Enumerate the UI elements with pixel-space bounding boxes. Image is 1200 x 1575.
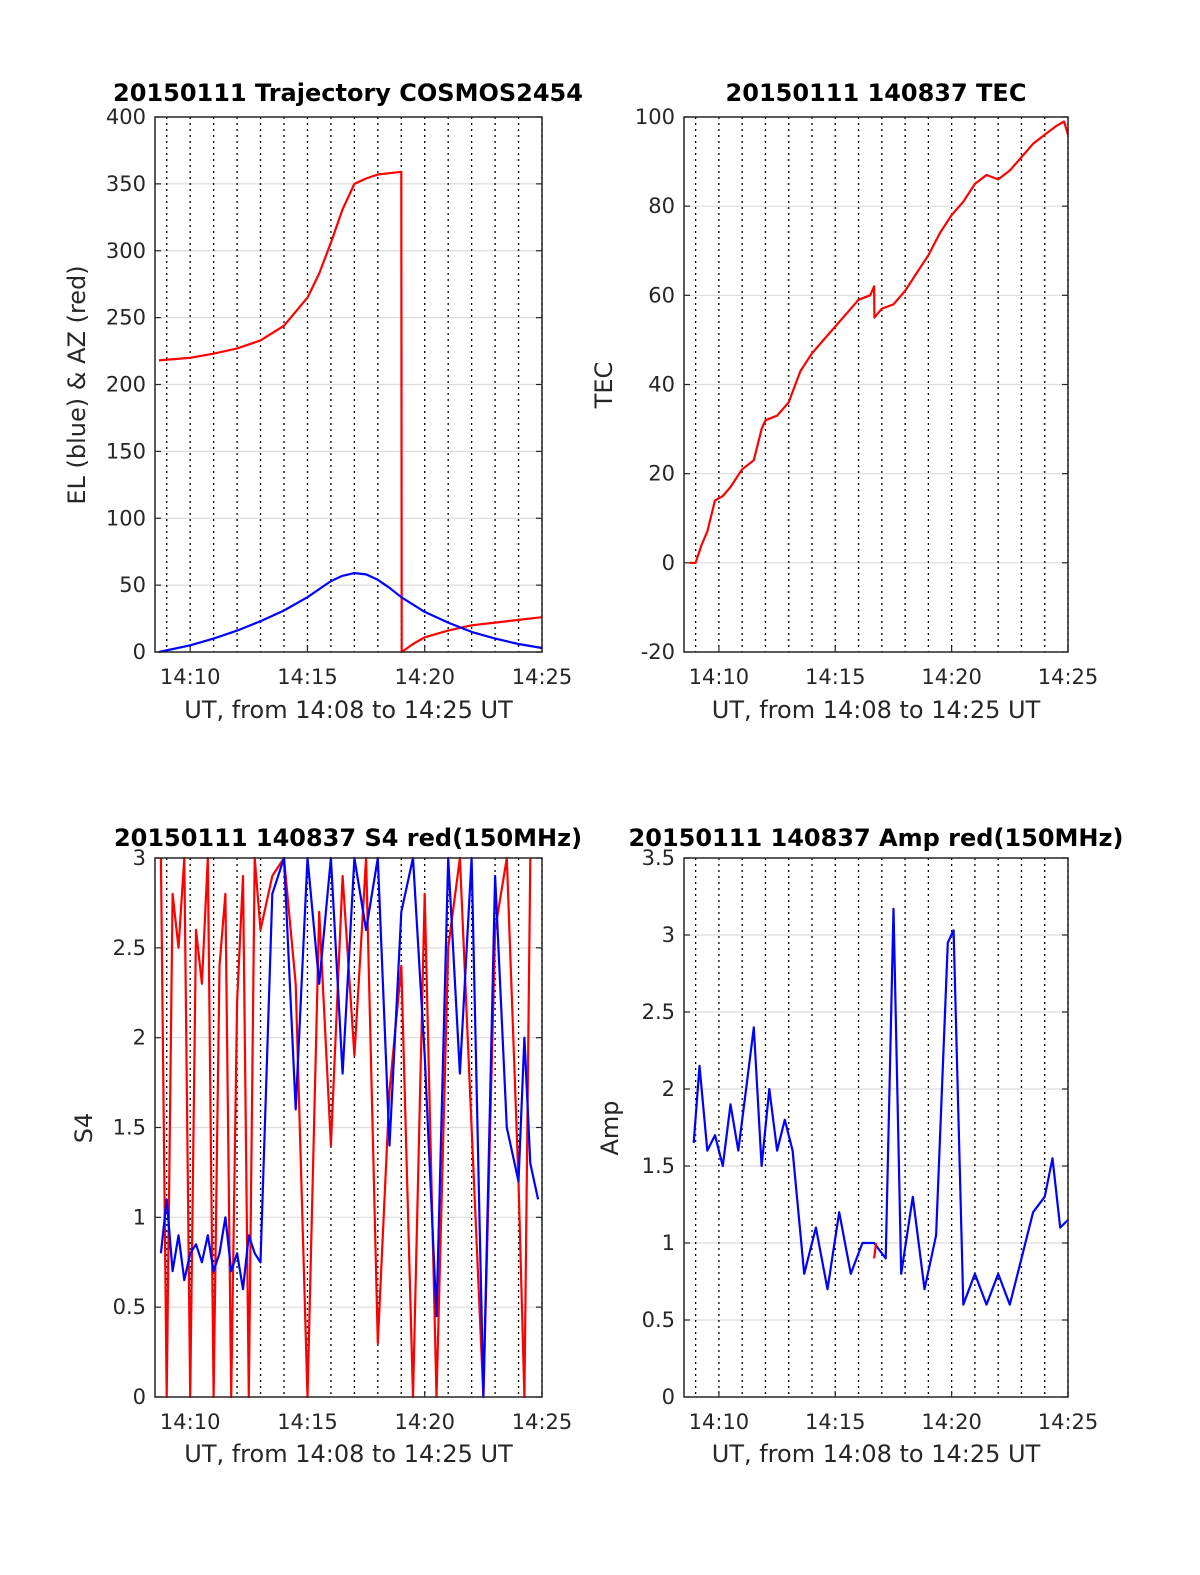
x-axis-label: UT, from 14:08 to 14:25 UT [712,696,1041,724]
y-tick-label: 1 [133,1205,146,1229]
chart-title: 20150111 140837 TEC [726,79,1027,107]
y-tick-label: 3 [662,923,675,947]
y-axis-label: TEC [590,362,618,410]
x-tick-label: 14:10 [160,1410,221,1434]
y-tick-label: 400 [106,105,146,129]
plot-area [683,857,1069,1398]
x-tick-label: 14:20 [921,1410,982,1434]
y-tick-label: 0.5 [642,1308,675,1332]
chart-title: 20150111 140837 Amp red(150MHz) [629,824,1124,852]
y-tick-label: 3.5 [642,846,675,870]
x-tick-label: 14:10 [689,1410,750,1434]
y-tick-label: 0 [662,1385,675,1409]
y-tick-label: 2.5 [642,1000,675,1024]
y-tick-label: 0 [133,1385,146,1409]
series-line-red [159,856,532,1399]
x-tick-label: 14:25 [1038,1410,1099,1434]
x-axis-label: UT, from 14:08 to 14:25 UT [184,1440,513,1468]
x-tick-label: 14:10 [160,665,221,689]
chart-title: 20150111 140837 S4 red(150MHz) [114,824,582,852]
y-tick-label: -20 [641,640,675,664]
series-line-red [689,120,1070,564]
x-tick-label: 14:25 [1038,665,1099,689]
y-tick-label: 20 [648,462,675,486]
y-tick-label: 1 [662,1231,675,1255]
x-tick-label: 14:20 [394,1410,455,1434]
y-tick-label: 150 [106,439,146,463]
chart-trajectory: 0 50 100 150 200 250 300 350 400 14:10 14:15 14:20 1… [63,79,583,724]
y-tick-label: 80 [648,194,675,218]
y-tick-label: 0.5 [113,1295,146,1319]
chart-s4: 0 0.5 1 1.5 2 2.5 3 14:10 14:15 14:20 14:25 2015011… [70,824,582,1468]
x-tick-label: 14:15 [277,665,338,689]
y-tick-label: 60 [648,283,675,307]
y-tick-label: 0 [662,551,675,575]
x-tick-label: 14:20 [921,665,982,689]
y-tick-label: 0 [133,640,146,664]
x-axis-label: UT, from 14:08 to 14:25 UT [184,696,513,724]
y-tick-label: 350 [106,172,146,196]
y-tick-label: 40 [648,373,675,397]
y-tick-label: 2.5 [113,936,146,960]
series-line-blue [692,907,1069,1306]
x-axis-label: UT, from 14:08 to 14:25 UT [712,1440,1041,1468]
axes-frame [154,857,543,1398]
x-tick-label: 14:15 [277,1410,338,1434]
y-tick-label: 2 [662,1077,675,1101]
y-tick-label: 1.5 [113,1116,146,1140]
chart-amp: 0 0.5 1 1.5 2 2.5 3 3.5 14:10 14:15 14:20 14:25 2015… [596,824,1123,1468]
x-tick-label: 14:15 [805,1410,866,1434]
y-axis-label: Amp [596,1100,624,1155]
y-tick-label: 100 [635,105,675,129]
series-line-red [158,170,543,654]
chart-tec: -20 0 20 40 60 80 100 14:10 14:15 14:20 14:25 20150… [590,79,1098,724]
axes-frame [683,857,1069,1398]
y-tick-label: 2 [133,1026,146,1050]
x-tick-label: 14:20 [394,665,455,689]
y-tick-label: 300 [106,239,146,263]
x-tick-label: 14:25 [512,1410,573,1434]
y-axis-label: S4 [70,1113,98,1144]
y-tick-label: 250 [106,306,146,330]
x-tick-label: 14:25 [512,665,573,689]
x-tick-label: 14:15 [805,665,866,689]
series-line-red [873,1242,878,1259]
y-tick-label: 100 [106,506,146,530]
chart-title: 20150111 Trajectory COSMOS2454 [113,79,583,107]
y-tick-label: 200 [106,373,146,397]
y-tick-label: 3 [133,846,146,870]
y-axis-label: EL (blue) & AZ (red) [63,265,91,504]
axes-frame [683,116,1069,653]
series-line-blue [158,571,543,654]
axes-frame [154,116,543,653]
y-tick-label: 1.5 [642,1154,675,1178]
y-tick-label: 50 [119,573,146,597]
x-tick-label: 14:10 [689,665,750,689]
